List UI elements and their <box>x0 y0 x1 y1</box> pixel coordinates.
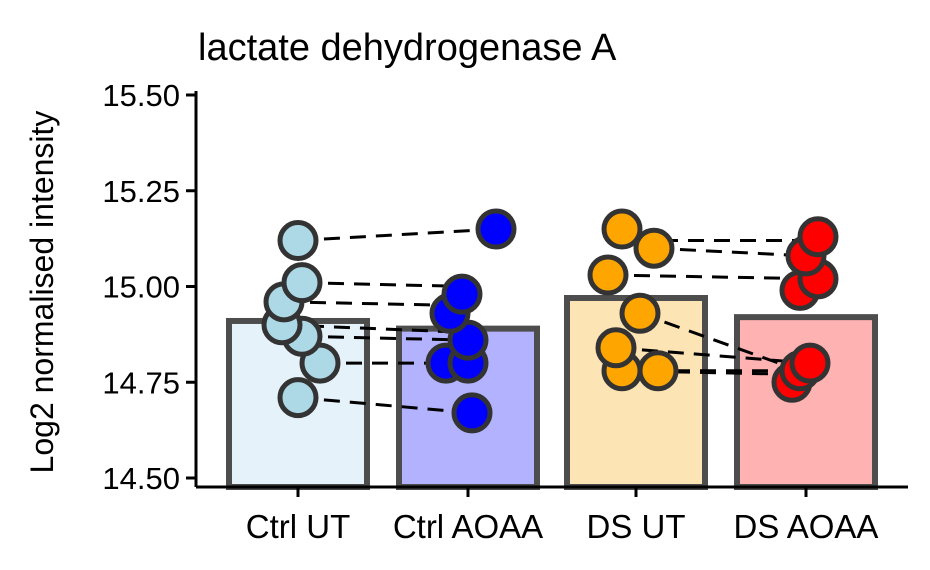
pairing-line-5 <box>283 300 469 308</box>
chart-title: lactate dehydrogenase A <box>198 27 617 69</box>
pairing-line-11 <box>639 311 801 373</box>
data-point <box>281 262 323 304</box>
points-layer <box>261 208 839 434</box>
data-point <box>601 208 643 250</box>
data-point <box>633 227 675 269</box>
pairing-line-13 <box>653 246 807 258</box>
data-point <box>277 377 319 419</box>
axes-layer: 14.50 14.75 15.00 15.25 15.50 Ctrl UT Ctrl AOA… <box>102 78 908 545</box>
pairing-line-12 <box>607 273 819 281</box>
data-point <box>587 254 629 296</box>
y-tick-label: 15.25 <box>102 174 180 209</box>
data-point <box>441 273 483 315</box>
data-point <box>637 350 679 392</box>
data-point <box>619 292 661 334</box>
y-tick-label: 14.75 <box>102 365 180 400</box>
data-point <box>789 342 831 384</box>
pairing-line-1 <box>297 396 473 415</box>
x-tick-label: Ctrl AOAA <box>393 508 543 545</box>
data-point <box>595 327 637 369</box>
y-axis-label: Log2 normalised intensity <box>24 111 60 474</box>
data-point <box>451 392 493 434</box>
y-tick-label: 14.50 <box>102 461 180 496</box>
x-tick-label: Ctrl UT <box>246 508 350 545</box>
pairing-line-3 <box>301 334 469 342</box>
y-tick-label: 15.00 <box>102 270 180 305</box>
y-tick-label: 15.50 <box>102 78 180 113</box>
data-point <box>797 216 839 258</box>
data-point <box>277 220 319 262</box>
pairing-line-6 <box>301 281 469 288</box>
x-tick-label: DS AOAA <box>734 508 879 545</box>
pairing-line-7 <box>297 227 497 243</box>
x-tick-label: DS UT <box>587 508 686 545</box>
bar-4 <box>734 314 878 491</box>
pairing-line-10 <box>615 346 811 365</box>
data-point <box>475 208 517 250</box>
